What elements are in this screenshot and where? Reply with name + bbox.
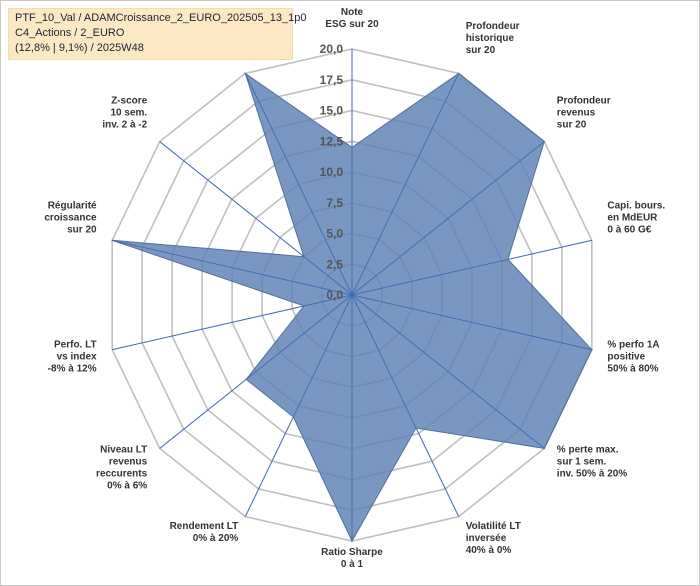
category-label-line: ESG sur 20 <box>325 19 379 30</box>
category-label-line: revenus <box>109 456 148 467</box>
category-label-line: 0% à 20% <box>193 533 239 544</box>
category-label-line: Z-score <box>111 96 148 107</box>
category-label-line: inversée <box>466 533 507 544</box>
category-label: % perte max. sur 1 sem. inv. 50% à 20% <box>557 444 628 479</box>
category-label-line: sur 1 sem. <box>557 456 607 467</box>
category-label-line: vs index <box>57 351 97 362</box>
tick-label: 10,0 <box>320 165 344 179</box>
category-label-line: inv. 2 à -2 <box>102 120 147 131</box>
category-label: Rendement LT 0% à 20% <box>170 521 239 544</box>
axis-spoke-overlay <box>159 141 353 296</box>
category-label-line: croissance <box>44 213 97 224</box>
category-label-line: % perte max. <box>557 444 619 455</box>
category-label-line: historique <box>466 33 515 44</box>
category-label-line: 0 à 1 <box>341 559 364 570</box>
category-label-line: sur 20 <box>67 225 97 236</box>
category-label-line: % perfo 1A <box>607 339 659 350</box>
axis-spoke-overlay <box>159 294 353 449</box>
category-label-line: Perfo. LT <box>54 339 97 350</box>
category-label-line: en MdEUR <box>607 213 658 224</box>
tick-label: 15,0 <box>320 104 344 118</box>
category-label-line: revenus <box>557 108 596 119</box>
tick-label: 5,0 <box>326 227 343 241</box>
category-label-line: Note <box>341 7 364 18</box>
category-label-line: Profondeur <box>557 96 611 107</box>
category-label: Ratio Sharpe 0 à 1 <box>321 547 383 570</box>
category-label: Volatilité LT inversée 40% à 0% <box>466 521 521 556</box>
tick-label: 7,5 <box>326 196 343 210</box>
axis-spoke-overlay <box>112 239 353 296</box>
category-label: Niveau LT revenus reccurents 0% à 6% <box>96 444 148 491</box>
category-label-line: reccurents <box>96 468 148 479</box>
tick-label: 12,5 <box>320 134 344 148</box>
category-label-line: Volatilité LT <box>466 521 521 532</box>
tick-label: 17,5 <box>320 73 344 87</box>
chart-title-box: PTF_10_Val / ADAMCroissance_2_EURO_20250… <box>8 8 307 60</box>
axis-spoke-overlay <box>244 294 353 517</box>
tick-label: 20,0 <box>320 42 344 56</box>
category-label-line: inv. 50% à 20% <box>557 468 628 479</box>
category-label-line: 50% à 80% <box>607 363 658 374</box>
category-label: Perfo. LT vs index -8% à 12% <box>48 339 97 374</box>
category-label: % perfo 1A positive 50% à 80% <box>607 339 659 374</box>
category-label-line: positive <box>607 351 645 362</box>
category-label: Profondeur revenus sur 20 <box>557 96 611 131</box>
category-label: Profondeur historique sur 20 <box>466 21 520 56</box>
category-label: Z-score 10 sem. inv. 2 à -2 <box>102 96 147 131</box>
title-line-2: C4_Actions / 2_EURO <box>15 27 125 39</box>
category-label-line: 10 sem. <box>110 108 147 119</box>
radar-series <box>111 49 593 543</box>
title-line-1: PTF_10_Val / ADAMCroissance_2_EURO_20250… <box>15 12 307 24</box>
tick-label: 2,5 <box>326 257 343 271</box>
category-label-line: Régularité <box>48 201 97 212</box>
axis-spoke-overlay <box>351 141 545 296</box>
axis-spoke-overlay <box>351 294 460 517</box>
axis-spoke-overlay <box>351 73 460 296</box>
category-label-line: sur 20 <box>557 120 587 131</box>
axis-spoke-overlay <box>244 73 353 296</box>
category-label-line: 40% à 0% <box>466 545 512 556</box>
category-label-line: sur 20 <box>466 45 496 56</box>
radar-tick-labels: 0,0 2,5 5,0 7,5 10,0 12,5 15,0 17,5 20,0 <box>320 42 344 302</box>
axis-spoke-overlay <box>351 239 592 296</box>
category-label: Régularité croissance sur 20 <box>44 201 97 236</box>
axis-spoke-overlay <box>112 294 353 351</box>
axis-spoke-overlay <box>351 294 592 351</box>
tick-label: 0,0 <box>326 288 343 302</box>
category-label-line: -8% à 12% <box>48 363 97 374</box>
category-label-line: Niveau LT <box>100 444 147 455</box>
category-label-line: Capi. bours. <box>607 201 665 212</box>
category-label-line: 0 à 60 G€ <box>607 225 651 236</box>
category-label-line: Profondeur <box>466 21 520 32</box>
category-label-line: Rendement LT <box>170 521 239 532</box>
title-line-3: (12,8% | 9,1%) / 2025W48 <box>15 42 144 54</box>
category-label: Note ESG sur 20 <box>325 7 379 30</box>
category-label-line: 0% à 6% <box>107 480 147 491</box>
category-label: Capi. bours. en MdEUR 0 à 60 G€ <box>607 201 665 236</box>
axis-spoke-overlay <box>351 294 545 449</box>
category-label-line: Ratio Sharpe <box>321 547 383 558</box>
